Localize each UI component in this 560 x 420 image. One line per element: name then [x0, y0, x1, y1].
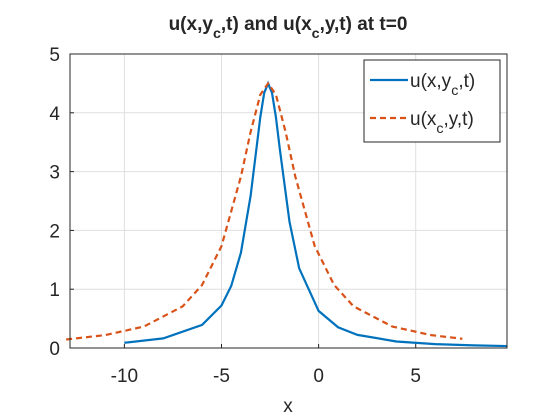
axes-box — [69, 53, 508, 349]
y-tick-label: 0 — [49, 339, 60, 360]
legend-box — [363, 59, 501, 143]
legend-label: u(xc,y,t) — [410, 109, 474, 137]
chart-title: u(x,yc,t) and u(xc,y,t) at t=0 — [169, 14, 408, 42]
y-tick-label: 4 — [49, 104, 60, 125]
line-series — [65, 81, 463, 341]
x-tick-label: 5 — [410, 366, 421, 387]
x-tick-label: -5 — [213, 366, 230, 387]
x-tick-label: -10 — [111, 366, 138, 387]
legend: u(x,yc,t) u(xc,y,t) — [363, 59, 501, 143]
line-series — [124, 80, 508, 348]
y-tick-label: 3 — [49, 163, 60, 184]
x-axis-label: x — [283, 396, 293, 417]
legend-label: u(x,yc,t) — [410, 71, 475, 99]
y-tick-label: 5 — [49, 45, 60, 66]
x-tick-label: 0 — [313, 366, 324, 387]
plot-area — [65, 80, 508, 348]
y-tick-label: 2 — [49, 221, 60, 242]
y-tick-label: 1 — [49, 280, 60, 301]
